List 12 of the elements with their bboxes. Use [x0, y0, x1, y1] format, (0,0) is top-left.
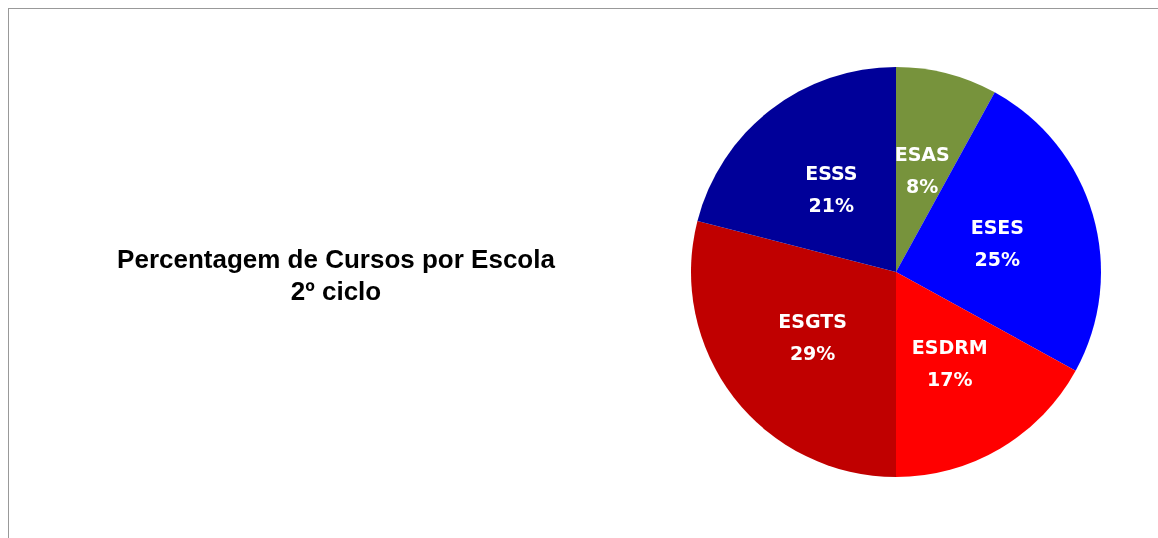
data-label: 25%	[974, 247, 1021, 270]
slice-label: ESDRM	[911, 335, 988, 358]
slice-label: ESSS	[805, 161, 858, 184]
slice-label: ESAS	[894, 142, 950, 165]
slice-label: ESGTS	[778, 309, 847, 332]
data-label: 21%	[808, 193, 855, 216]
data-label: 29%	[789, 341, 836, 364]
data-label: 17%	[926, 367, 973, 390]
data-label: 8%	[906, 174, 939, 197]
text: 2º ciclo	[290, 276, 382, 306]
text: Percentagem de Cursos por Escola	[117, 244, 556, 274]
slice-label: ESES	[970, 215, 1024, 238]
